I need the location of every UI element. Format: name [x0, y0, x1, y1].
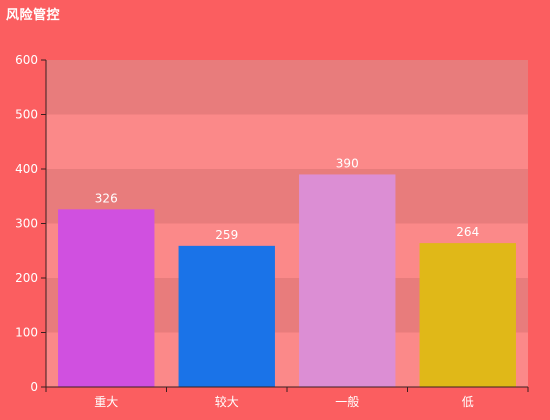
x-tick-label: 一般 — [335, 394, 359, 409]
bar-value-label: 390 — [336, 156, 359, 170]
labels: 326 259 390 264 0 100 200 300 400 500 600 重大 较大 一般 低 — [15, 53, 479, 409]
y-tick-label: 0 — [30, 380, 38, 394]
bar-value-label: 264 — [456, 225, 479, 239]
y-tick-label: 400 — [15, 162, 38, 176]
bar-value-label: 259 — [215, 228, 238, 242]
x-tick-label: 较大 — [215, 394, 239, 409]
axes — [41, 59, 529, 392]
y-tick-label: 300 — [15, 217, 38, 231]
bar-2 — [178, 245, 275, 387]
y-tick-label: 200 — [15, 271, 38, 285]
bar-value-label: 326 — [95, 191, 118, 205]
y-tick-label: 500 — [15, 108, 38, 122]
grid-band — [46, 60, 528, 115]
y-tick-label: 600 — [15, 53, 38, 67]
bar-series — [58, 174, 516, 387]
y-tick-label: 100 — [15, 326, 38, 340]
bar-4 — [419, 243, 516, 387]
bar-3 — [299, 174, 396, 387]
x-tick-label: 重大 — [94, 395, 118, 409]
bar-1 — [58, 209, 155, 387]
x-tick-label: 低 — [462, 395, 474, 409]
grid-band — [46, 114, 528, 169]
chart-title: 风险管控 — [6, 8, 61, 23]
